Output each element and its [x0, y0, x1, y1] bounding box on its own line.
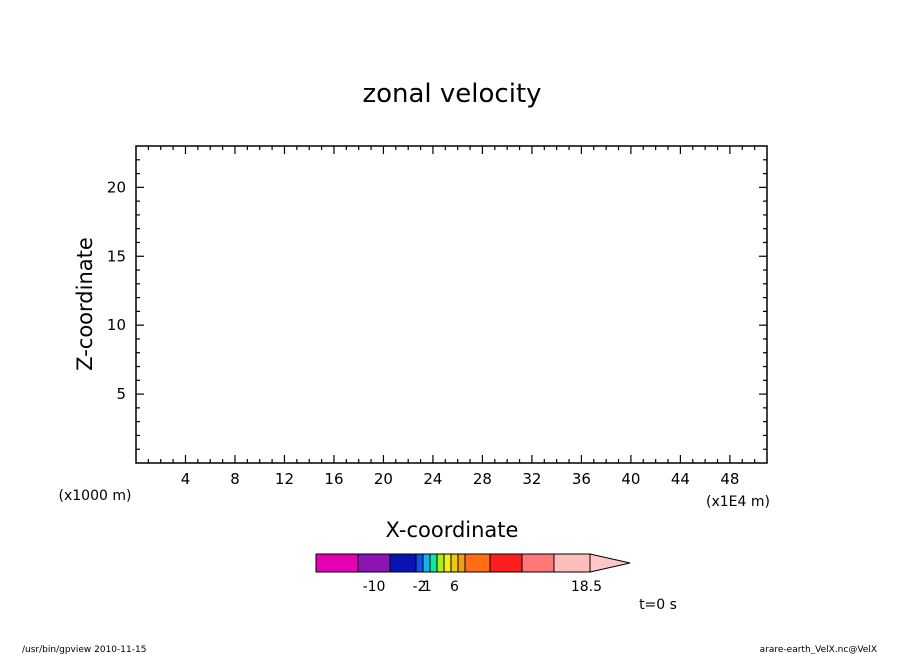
colorbar-box [436, 553, 445, 573]
colorbar-label: 1 [423, 579, 432, 595]
colorbar-box [429, 553, 438, 573]
footer-left: /usr/bin/gpview 2010-11-15 [22, 645, 146, 654]
colorbar-labels: -10 -21 6 18.5 [363, 579, 602, 595]
colorbar-label: -10 [363, 579, 386, 595]
x-tick-label: 16 [324, 470, 343, 488]
colorbar-box [357, 553, 391, 573]
colorbar-label: -2 [413, 579, 427, 595]
x-tick-labels: 4 8 12 16 20 24 28 32 36 40 44 48 [181, 470, 740, 488]
colorbar-box [450, 553, 459, 573]
colorbar-box [415, 553, 424, 573]
x-tick-label: 12 [275, 470, 294, 488]
x-tick-label: 48 [720, 470, 739, 488]
x-tick-label: 8 [230, 470, 240, 488]
x-axis-label: X-coordinate [386, 518, 519, 542]
colorbar-extend-arrow [589, 553, 631, 573]
y-tick-labels: 5 10 15 20 [107, 178, 126, 403]
colorbar-box [443, 553, 452, 573]
time-label: t=0 s [639, 597, 677, 613]
colorbar-label: 6 [450, 579, 459, 595]
y-tick-label: 15 [107, 247, 126, 265]
x-tick-label: 32 [522, 470, 541, 488]
y-tick-label: 20 [107, 178, 126, 196]
y-tick-label: 10 [107, 316, 126, 334]
x-tick-label: 36 [572, 470, 591, 488]
x-tick-label: 20 [374, 470, 393, 488]
x-unit-note: (x1E4 m) [706, 494, 770, 510]
colorbar-box [464, 553, 491, 573]
x-tick-label: 4 [181, 470, 191, 488]
y-unit-note: (x1000 m) [59, 488, 132, 504]
colorbar-box [389, 553, 417, 573]
plot-frame [135, 145, 768, 464]
footer-right: arare-earth_VelX.nc@VelX [760, 645, 877, 654]
colorbar-box [489, 553, 523, 573]
y-axis-label: Z-coordinate [73, 237, 97, 371]
colorbar-label: 18.5 [571, 579, 602, 595]
x-tick-label: 40 [621, 470, 640, 488]
y-tick-label: 5 [116, 385, 126, 403]
colorbar-box [457, 553, 466, 573]
x-tick-label: 44 [671, 470, 690, 488]
colorbar-box [553, 553, 591, 573]
axis-ticks [136, 146, 767, 463]
colorbar-box [422, 553, 431, 573]
x-tick-label: 28 [473, 470, 492, 488]
colorbar-box [315, 553, 359, 573]
colorbar-box [521, 553, 555, 573]
x-tick-label: 24 [423, 470, 442, 488]
colorbar [315, 553, 631, 573]
chart-title: zonal velocity [362, 79, 541, 109]
